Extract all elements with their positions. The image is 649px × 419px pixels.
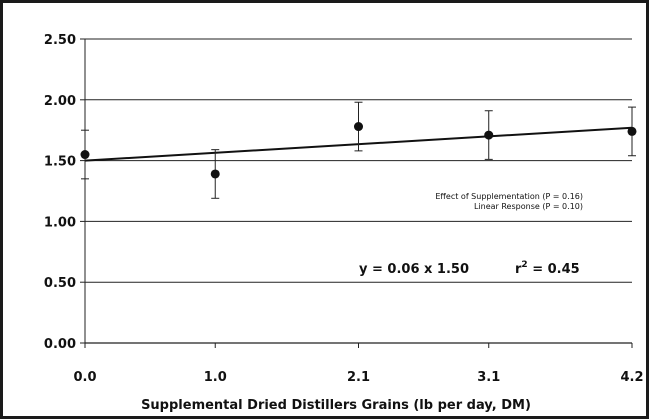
x-axis-title: Supplemental Dried Distillers Grains (lb… xyxy=(141,398,531,413)
y-tick-label: 0.00 xyxy=(44,337,76,352)
r-exponent: 2 xyxy=(521,260,527,270)
y-tick-label: 2.00 xyxy=(44,94,76,109)
data-point-2 xyxy=(354,122,363,132)
r-symbol: r xyxy=(515,262,522,277)
x-tick-label: 0.0 xyxy=(73,370,96,385)
y-tick-label: 1.00 xyxy=(44,215,76,230)
annotation-linear: Linear Response (P = 0.10) xyxy=(474,202,583,211)
x-tick-label: 1.0 xyxy=(204,370,227,385)
regression-equation: y = 0.06 x 1.50 xyxy=(359,262,469,277)
y-tick-label: 0.50 xyxy=(44,276,76,291)
y-tick-label: 1.50 xyxy=(44,155,76,170)
data-point-4 xyxy=(627,126,637,136)
chart-plot: 0.000.501.001.502.002.500.0 1.0 2.1 3.1 4.2 … xyxy=(44,33,644,413)
r-squared-label: r2 = 0.45 xyxy=(515,260,580,277)
x-tick-label: 2.1 xyxy=(347,370,370,385)
data-point-1 xyxy=(210,169,220,179)
r-value: = 0.45 xyxy=(528,262,580,277)
x-tick-label: 4.2 xyxy=(620,370,643,385)
x-tick-label: 3.1 xyxy=(477,370,500,385)
data-point-0 xyxy=(80,150,90,160)
data-point-3 xyxy=(484,130,494,140)
y-tick-label: 2.50 xyxy=(44,33,76,48)
annotation-effect: Effect of Supplementation (P = 0.16) xyxy=(435,192,583,201)
